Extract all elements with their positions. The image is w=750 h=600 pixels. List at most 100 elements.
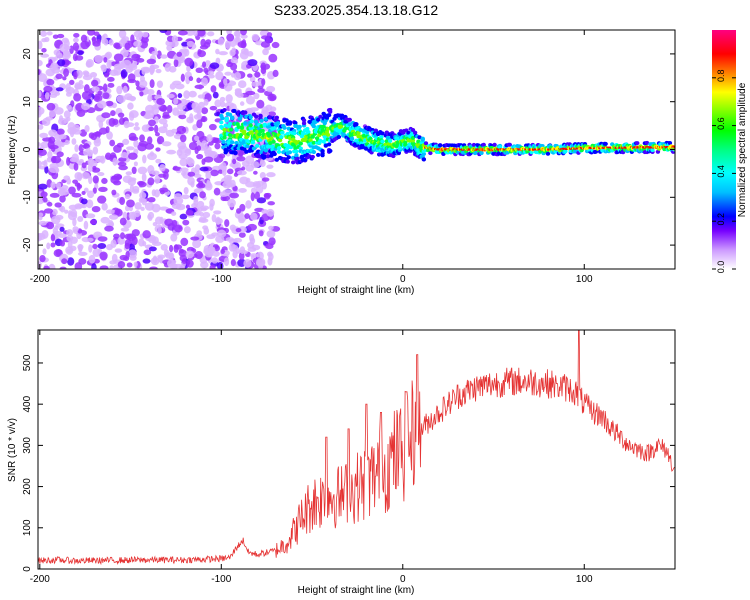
- spectrogram-cell: [66, 234, 74, 242]
- colorbar-tick-label: 0.2: [716, 213, 726, 226]
- spectrogram-cell: [275, 121, 281, 126]
- spectrogram-cell: [73, 71, 78, 80]
- spectrogram-cell: [38, 124, 44, 130]
- spectrogram-cell: [571, 147, 573, 150]
- spectrogram-cell: [105, 209, 116, 215]
- spectrogram-cell: [71, 192, 82, 198]
- y-tick-label: 0: [22, 566, 33, 572]
- spectrogram-cell: [86, 237, 94, 242]
- spectrogram-cell: [181, 257, 187, 265]
- spectrogram-cell: [120, 232, 125, 240]
- spectrogram-cell: [316, 117, 321, 122]
- spectrogram-cell: [147, 94, 153, 102]
- spectrogram-cell: [118, 165, 128, 171]
- spectrogram-cell: [43, 265, 50, 269]
- spectrogram-cell: [180, 73, 185, 82]
- spectrogram-cell: [149, 79, 155, 89]
- snr-panel: -200 -100 0 100 0 100 200 300 400 500 Height of …: [7, 329, 676, 596]
- spectrogram-cell: [241, 129, 247, 134]
- spectrogram-cell: [147, 136, 153, 145]
- spectrogram-cell: [294, 153, 299, 158]
- spectrogram-cell: [327, 148, 333, 153]
- spectrogram-cell: [113, 233, 120, 239]
- x-tick-label: -100: [211, 274, 231, 285]
- spectrogram-cell: [109, 260, 117, 265]
- spectrogram-cell: [243, 121, 248, 126]
- spectrogram-cell: [114, 248, 123, 253]
- spectrogram-cell: [133, 40, 143, 47]
- spectrogram-cell: [433, 147, 436, 151]
- spectrogram-cell: [481, 142, 486, 147]
- spectrogram-cell: [179, 167, 189, 172]
- spectrogram-cell: [74, 144, 79, 153]
- spectrogram-cell: [104, 72, 110, 78]
- spectrogram-cell: [273, 132, 278, 137]
- spectrogram-cell: [238, 188, 247, 193]
- spectrogram-cell: [92, 146, 99, 155]
- spectrogram-cell: [91, 79, 99, 87]
- spectrogram-cell: [147, 214, 152, 220]
- spectrogram-cell: [223, 78, 228, 86]
- spectrogram-cell: [226, 168, 234, 175]
- spectrogram-cell: [147, 177, 155, 186]
- spectrogram-cell: [151, 189, 156, 197]
- spectrogram-cell: [265, 154, 271, 159]
- spectrogram-cell: [263, 116, 269, 121]
- spectrogram-cell: [162, 114, 171, 119]
- spectrogram-cell: [251, 81, 261, 87]
- spectrogram-cell: [171, 128, 178, 134]
- spectrogram-cell: [266, 208, 275, 217]
- spectrogram-cell: [444, 148, 447, 151]
- x-tick-label: 0: [400, 274, 406, 285]
- spectrogram-cell: [73, 93, 82, 102]
- spectrogram-cell: [112, 157, 118, 166]
- spectrogram-cell: [48, 129, 58, 137]
- spectrogram-cell: [217, 229, 227, 238]
- spectrogram-cell: [213, 187, 221, 196]
- spectrogram-cell: [502, 148, 505, 151]
- spectrogram-cell: [245, 155, 255, 165]
- spectrogram-cell: [113, 42, 121, 49]
- spectrogram-cell: [131, 166, 137, 175]
- spectrogram-cell: [239, 246, 246, 255]
- spectrogram-cell: [479, 151, 484, 156]
- spectrogram-cell: [113, 53, 124, 62]
- spectrogram-cell: [232, 108, 237, 113]
- colorbar-tick-label: 0.8: [716, 70, 726, 83]
- spectrogram-cell: [79, 129, 87, 137]
- spectrogram-cell: [93, 31, 100, 37]
- spectrogram-cell: [189, 113, 194, 122]
- spectrogram-cell: [206, 31, 215, 37]
- spectrogram-cell: [46, 157, 52, 163]
- spectrogram-cell: [493, 148, 496, 151]
- spectrogram-cell: [55, 87, 64, 92]
- spectrogram-cell: [278, 134, 284, 139]
- spectrogram-cell: [221, 167, 227, 176]
- spectrogram-cell: [67, 257, 75, 266]
- spectrogram-cell: [533, 148, 535, 151]
- spectrogram-cell: [44, 165, 49, 174]
- spectrogram-cell: [229, 140, 235, 145]
- spectrogram-cell: [215, 57, 221, 65]
- spectrogram-cell: [649, 146, 652, 149]
- spectrogram-cell: [38, 142, 41, 147]
- spectrogram-cell: [249, 107, 259, 112]
- spectrogram-cell: [48, 109, 56, 118]
- spectrogram-cell: [91, 263, 97, 269]
- spectrogram-cell: [609, 146, 611, 149]
- spectrogram-cell: [223, 83, 233, 92]
- spectrogram-cell: [138, 181, 147, 188]
- spectrogram-cell: [601, 146, 604, 150]
- spectrogram-cell: [83, 187, 89, 193]
- spectrogram-cell: [259, 124, 264, 129]
- spectrogram-cell: [336, 134, 342, 139]
- spectrogram-cell: [116, 85, 123, 95]
- spectrogram-cell: [492, 142, 497, 147]
- spectrogram-cell: [573, 147, 575, 150]
- spectrogram-cell: [160, 244, 168, 251]
- spectrogram-cell: [97, 242, 107, 249]
- spectrogram-cell: [133, 126, 140, 131]
- spectrogram-cell: [154, 175, 161, 185]
- spectrogram-cell: [215, 71, 224, 81]
